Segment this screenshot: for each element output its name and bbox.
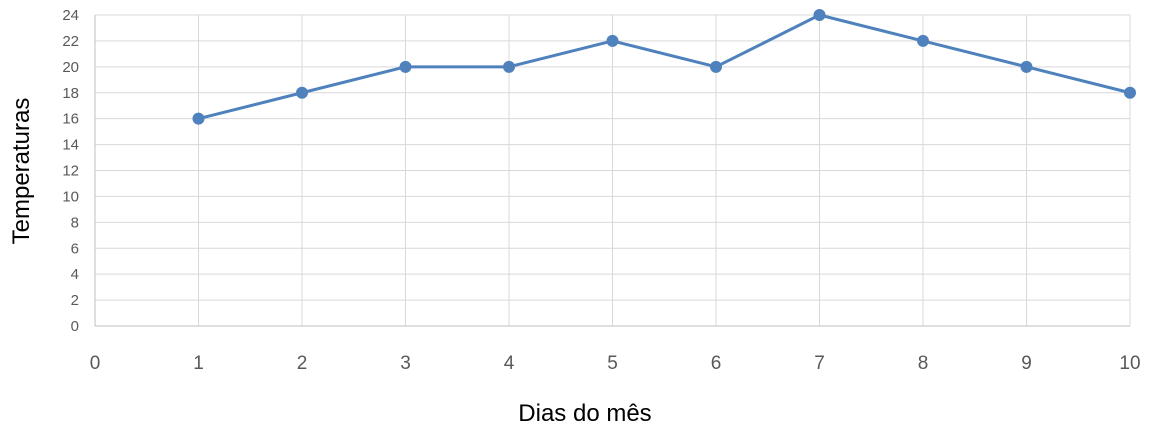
data-point (917, 34, 929, 47)
x-tick-label: 5 (607, 353, 618, 374)
data-point (503, 60, 515, 73)
data-point (813, 9, 826, 21)
y-tick-label: 4 (71, 266, 79, 283)
data-point (296, 86, 308, 99)
x-axis-tick-labels: 0 1 2 3 4 5 6 7 8 9 10 (90, 353, 1141, 374)
data-series (192, 9, 1136, 125)
x-tick-label: 10 (1119, 353, 1140, 374)
y-tick-label: 24 (62, 7, 79, 24)
data-point (1124, 86, 1136, 99)
data-point (399, 60, 412, 73)
x-tick-label: 6 (711, 353, 722, 374)
data-point (192, 112, 205, 125)
data-point (1020, 60, 1033, 73)
x-tick-label: 4 (504, 353, 515, 374)
x-tick-label: 7 (814, 353, 825, 374)
axes (94, 15, 1130, 327)
x-tick-label: 1 (193, 353, 204, 374)
x-axis-title: Dias do mês (518, 400, 651, 427)
gridlines (95, 14, 1131, 326)
y-axis-title: Temperaturas (8, 98, 35, 245)
data-point (710, 60, 722, 73)
x-tick-label: 8 (918, 353, 929, 374)
y-tick-label: 18 (62, 85, 79, 102)
x-tick-label: 9 (1021, 353, 1032, 374)
y-tick-label: 10 (62, 188, 79, 205)
x-tick-label: 2 (297, 353, 308, 374)
x-tick-label: 0 (90, 353, 101, 374)
y-tick-label: 8 (71, 214, 79, 231)
y-tick-label: 20 (62, 59, 79, 76)
y-tick-label: 14 (62, 137, 79, 154)
data-point (606, 34, 619, 47)
y-tick-label: 12 (62, 163, 79, 180)
y-tick-label: 2 (71, 292, 79, 309)
y-tick-label: 22 (62, 33, 79, 50)
series-line (197, 13, 1132, 121)
y-tick-label: 6 (71, 240, 79, 257)
x-tick-label: 3 (400, 353, 411, 374)
y-tick-label: 16 (62, 111, 79, 128)
y-tick-label: 0 (71, 318, 79, 335)
